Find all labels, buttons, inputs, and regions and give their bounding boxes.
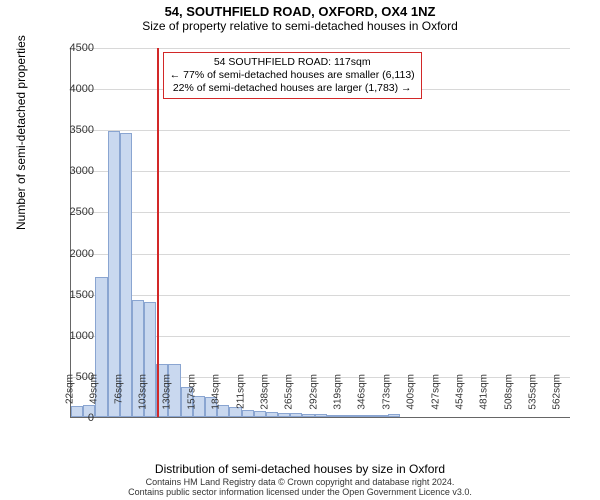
x-tick-label: 49sqm	[89, 374, 100, 404]
histogram-bar	[302, 414, 314, 417]
gridline	[71, 171, 570, 172]
gridline	[71, 212, 570, 213]
y-axis-label: Number of semi-detached properties	[14, 35, 28, 230]
x-tick-label: 103sqm	[138, 374, 149, 410]
x-tick-label: 76sqm	[113, 374, 124, 404]
x-tick-label: 373sqm	[381, 374, 392, 410]
x-tick-label: 319sqm	[333, 374, 344, 410]
y-tick-label: 3500	[34, 124, 94, 136]
y-tick-label: 2500	[34, 206, 94, 218]
histogram-bar	[351, 415, 363, 417]
y-tick-label: 4000	[34, 83, 94, 95]
x-tick-label: 265sqm	[284, 374, 295, 410]
callout-line: ← 77% of semi-detached houses are smalle…	[170, 69, 415, 82]
x-tick-label: 400sqm	[406, 374, 417, 410]
histogram-chart: 54 SOUTHFIELD ROAD: 117sqm← 77% of semi-…	[70, 48, 570, 418]
histogram-bar	[327, 415, 339, 417]
x-tick-label: 184sqm	[211, 374, 222, 410]
x-tick-label: 22sqm	[65, 374, 76, 404]
x-tick-label: 292sqm	[308, 374, 319, 410]
histogram-bar	[266, 412, 278, 417]
title-main: 54, SOUTHFIELD ROAD, OXFORD, OX4 1NZ	[0, 4, 600, 19]
footer-line-2: Contains public sector information licen…	[0, 488, 600, 498]
gridline	[71, 130, 570, 131]
plot-region: 54 SOUTHFIELD ROAD: 117sqm← 77% of semi-…	[70, 48, 570, 418]
y-tick-label: 0	[34, 412, 94, 424]
y-tick-label: 2000	[34, 248, 94, 260]
y-tick-label: 1500	[34, 289, 94, 301]
callout-line: 22% of semi-detached houses are larger (…	[170, 82, 415, 95]
gridline	[71, 254, 570, 255]
x-tick-label: 130sqm	[162, 374, 173, 410]
title-sub: Size of property relative to semi-detach…	[0, 19, 600, 33]
x-tick-label: 238sqm	[259, 374, 270, 410]
x-tick-label: 481sqm	[479, 374, 490, 410]
histogram-bar	[242, 410, 254, 417]
y-tick-label: 1000	[34, 330, 94, 342]
callout-line: 54 SOUTHFIELD ROAD: 117sqm	[170, 56, 415, 69]
x-tick-label: 211sqm	[235, 374, 246, 409]
x-tick-label: 454sqm	[454, 374, 465, 410]
histogram-bar	[290, 413, 302, 417]
x-tick-label: 346sqm	[357, 374, 368, 410]
x-tick-label: 427sqm	[430, 374, 441, 410]
y-tick-label: 3000	[34, 165, 94, 177]
gridline	[71, 295, 570, 296]
property-marker-line	[157, 48, 159, 417]
histogram-bar	[278, 413, 290, 417]
histogram-bar	[363, 415, 375, 417]
x-axis-label: Distribution of semi-detached houses by …	[0, 462, 600, 476]
gridline	[71, 48, 570, 49]
x-tick-label: 535sqm	[527, 374, 538, 410]
y-tick-label: 4500	[34, 42, 94, 54]
property-callout: 54 SOUTHFIELD ROAD: 117sqm← 77% of semi-…	[163, 52, 422, 99]
x-tick-label: 562sqm	[552, 374, 563, 410]
histogram-bar	[315, 414, 327, 417]
attribution-footer: Contains HM Land Registry data © Crown c…	[0, 478, 600, 498]
histogram-bar	[376, 415, 388, 417]
histogram-bar	[388, 414, 400, 417]
histogram-bar	[254, 411, 266, 417]
histogram-bar	[339, 415, 351, 417]
x-tick-label: 157sqm	[186, 374, 197, 410]
chart-title-block: 54, SOUTHFIELD ROAD, OXFORD, OX4 1NZ Siz…	[0, 0, 600, 33]
x-tick-label: 508sqm	[503, 374, 514, 410]
